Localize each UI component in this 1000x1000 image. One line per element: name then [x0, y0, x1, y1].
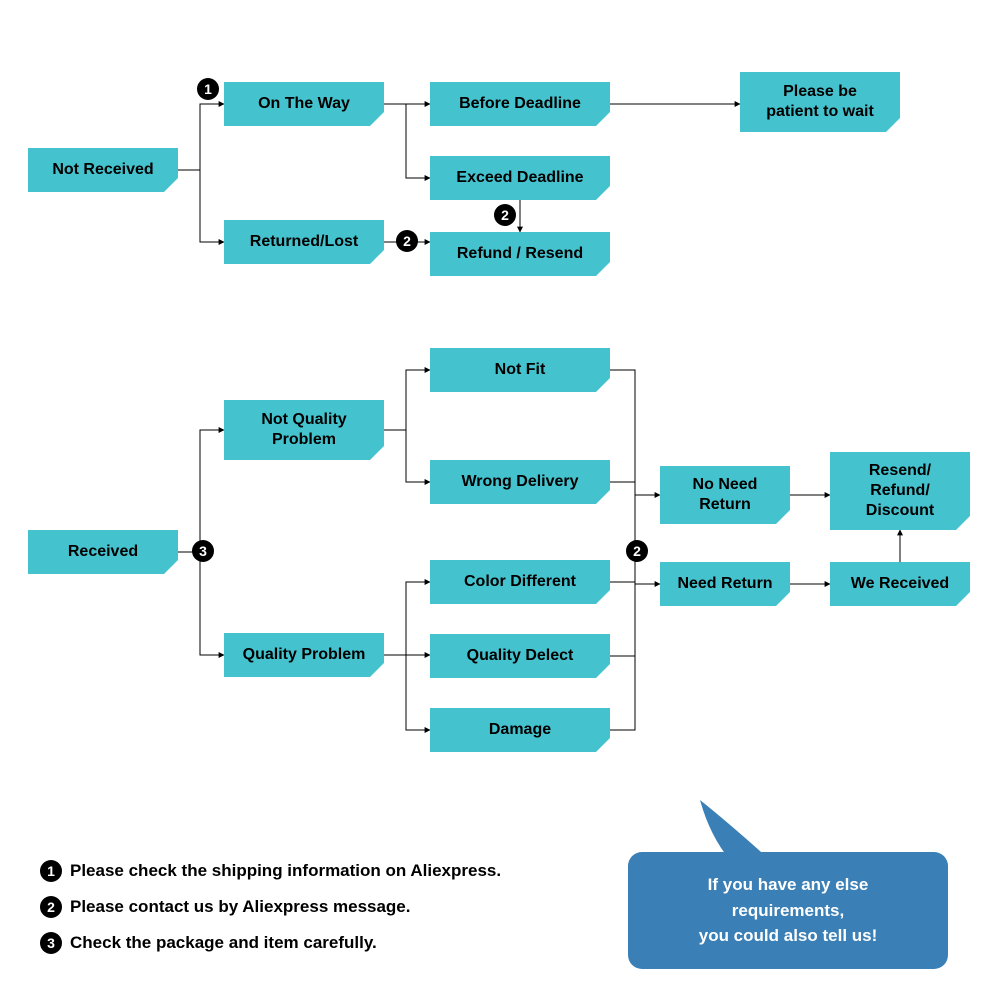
legend-marker-icon: 1: [40, 860, 62, 882]
step-marker-2: 2: [494, 204, 516, 226]
edge-received-not_quality: [178, 430, 224, 552]
flow-node-wrong_delivery: Wrong Delivery: [430, 460, 610, 504]
step-marker-3: 3: [192, 540, 214, 562]
flow-node-please_wait: Please bepatient to wait: [740, 72, 900, 132]
flow-node-need_return: Need Return: [660, 562, 790, 606]
legend-text: Check the package and item carefully.: [70, 933, 377, 953]
flow-node-we_received: We Received: [830, 562, 970, 606]
flow-node-before_deadline: Before Deadline: [430, 82, 610, 126]
flow-node-received: Received: [28, 530, 178, 574]
flow-node-exceed_deadline: Exceed Deadline: [430, 156, 610, 200]
flow-node-not_received: Not Received: [28, 148, 178, 192]
legend-item-3: 3 Check the package and item carefully.: [40, 932, 377, 954]
legend-text: Please contact us by Aliexpress message.: [70, 897, 411, 917]
edge-wrong_delivery-join: [610, 482, 635, 525]
flow-node-color_diff: Color Different: [430, 560, 610, 604]
legend-marker-icon: 2: [40, 896, 62, 918]
edge-received-quality: [178, 552, 224, 655]
flow-node-refund_resend: Refund / Resend: [430, 232, 610, 276]
edge-quality-damage: [384, 655, 430, 730]
legend-item-1: 1 Please check the shipping information o…: [40, 860, 501, 882]
flow-node-quality_defect: Quality Delect: [430, 634, 610, 678]
edge-not_quality-wrong_delivery: [384, 430, 430, 482]
flow-node-quality: Quality Problem: [224, 633, 384, 677]
flow-node-resend_refund: Resend/Refund/Discount: [830, 452, 970, 530]
legend-marker-icon: 3: [40, 932, 62, 954]
legend-text: Please check the shipping information on…: [70, 861, 501, 881]
flow-node-on_the_way: On The Way: [224, 82, 384, 126]
flow-node-damage: Damage: [430, 708, 610, 752]
flow-node-not_quality: Not QualityProblem: [224, 400, 384, 460]
edge-not_fit-join: [610, 370, 635, 525]
edge-quality-color_diff: [384, 582, 430, 655]
edge-not_received-returned_lost: [178, 170, 224, 242]
callout-bubble: If you have any else requirements,you co…: [628, 852, 948, 969]
step-marker-1: 1: [197, 78, 219, 100]
flow-node-no_need_return: No NeedReturn: [660, 466, 790, 524]
flow-node-returned_lost: Returned/Lost: [224, 220, 384, 264]
step-marker-2: 2: [396, 230, 418, 252]
edge-on_the_way-exceed_deadline: [384, 104, 430, 178]
edge-not_received-on_the_way: [178, 104, 224, 170]
edge-not_quality-not_fit: [384, 370, 430, 430]
legend-item-2: 2 Please contact us by Aliexpress message…: [40, 896, 411, 918]
step-marker-2: 2: [626, 540, 648, 562]
flow-node-not_fit: Not Fit: [430, 348, 610, 392]
callout-text: If you have any else requirements,you co…: [699, 875, 878, 945]
